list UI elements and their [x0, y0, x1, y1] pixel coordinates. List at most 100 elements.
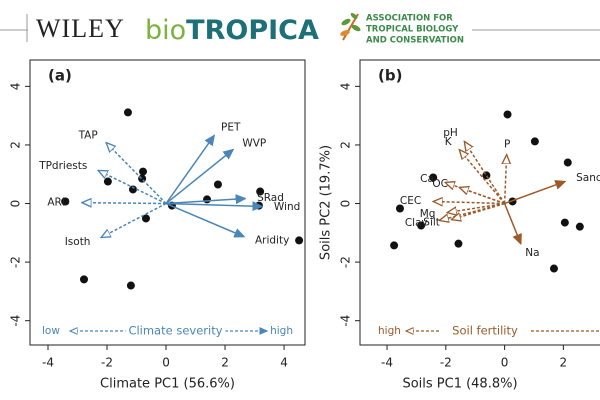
- x-tick-label: 0: [162, 356, 170, 370]
- loading-label: WVP: [242, 137, 266, 149]
- publisher: WILEY: [36, 14, 125, 43]
- logo-leaf: [351, 24, 361, 32]
- score-point: [256, 187, 265, 196]
- score-point: [103, 177, 112, 186]
- loading-label: TPdriests: [38, 160, 87, 172]
- annotation-bg: [125, 324, 226, 338]
- loading-label: Mg: [420, 208, 436, 220]
- y-tick-label: 4: [9, 83, 23, 91]
- loading-arrow: [98, 170, 167, 205]
- loading-label: Na: [525, 247, 539, 259]
- x-tick-label: 4: [280, 356, 288, 370]
- loading-label: Isoth: [65, 236, 91, 248]
- score-point: [503, 110, 512, 119]
- y-tick-label: 0: [339, 200, 353, 208]
- annotation-start: low: [42, 325, 60, 337]
- loading-label: P: [504, 139, 510, 151]
- loading-arrow: [503, 203, 521, 244]
- annotation-bg: [440, 324, 530, 338]
- loading-label: ARD: [47, 197, 70, 209]
- journal: bioTROPICA: [145, 15, 319, 46]
- score-point: [295, 236, 304, 245]
- score-point: [390, 241, 399, 250]
- loading-label: SRad: [257, 192, 284, 204]
- journal-part: bio: [145, 15, 186, 46]
- y-tick-label: -2: [339, 256, 353, 268]
- loading-label: PET: [221, 121, 241, 133]
- loading-label: Sand: [576, 172, 600, 184]
- header: WILEY bioTROPICA ASSOCIATION FOR TROPICA…: [0, 13, 600, 46]
- score-point: [429, 173, 438, 182]
- loading-arrow: [505, 155, 507, 204]
- x-tick-label: -2: [101, 356, 113, 370]
- y-tick-label: 2: [339, 141, 353, 149]
- loading-arrow: [459, 187, 505, 205]
- loading-label: CEC: [400, 195, 421, 207]
- loading-label: K: [445, 136, 453, 148]
- society-line: AND CONSERVATION: [366, 36, 464, 46]
- loading-label: Wind: [274, 201, 300, 213]
- score-point: [560, 218, 569, 227]
- score-point: [139, 167, 148, 176]
- score-point: [79, 275, 88, 284]
- loading-label: Ca: [420, 173, 434, 185]
- loading-arrow: [504, 182, 565, 205]
- loading-arrow: [165, 150, 233, 205]
- y-tick-label: 2: [8, 141, 22, 149]
- loading-arrow: [464, 141, 506, 204]
- loading-arrow: [165, 199, 245, 204]
- score-point: [549, 264, 558, 273]
- score-point: [417, 221, 426, 230]
- society-line: ASSOCIATION FOR: [366, 14, 453, 24]
- x-axis-label: Soils PC1 (48.8%): [402, 377, 517, 392]
- y-tick-label: 0: [9, 200, 23, 208]
- y-axis-label: Soils PC2 (19.7%): [319, 145, 334, 260]
- loading-arrow: [433, 201, 505, 203]
- plot-frame: [29, 59, 306, 346]
- y-tick-label: 4: [339, 83, 353, 91]
- loading-arrow: [106, 143, 167, 205]
- loading-label: Aridity: [255, 235, 289, 247]
- x-axis-label: Climate PC1 (56.6%): [100, 377, 235, 392]
- plot-frame: [359, 59, 600, 346]
- score-point: [141, 214, 150, 223]
- annotation-start: high: [378, 325, 401, 337]
- logo-leaf: [341, 18, 351, 26]
- loading-arrow: [451, 202, 505, 220]
- x-tick-label: -4: [381, 356, 393, 370]
- loading-arrow: [447, 202, 505, 213]
- loading-label: pH: [443, 127, 458, 139]
- logo-leaf: [340, 30, 350, 36]
- score-point: [395, 204, 404, 213]
- panel-label: (a): [48, 67, 72, 85]
- loading-arrow: [459, 150, 506, 205]
- x-tick-label: 2: [560, 356, 568, 370]
- score-point: [61, 197, 70, 206]
- score-point: [123, 108, 132, 117]
- y-tick-label: -4: [9, 315, 23, 327]
- x-tick-label: 0: [501, 356, 509, 370]
- loading-arrow: [82, 203, 167, 204]
- score-point: [213, 180, 222, 189]
- logo-leaf: [350, 13, 358, 19]
- x-tick-label: -2: [440, 356, 452, 370]
- loading-label: Clay: [405, 217, 428, 229]
- loading-label: OC: [432, 178, 448, 190]
- score-point: [454, 239, 463, 248]
- loading-label: TAP: [78, 129, 98, 141]
- annotation-label: Climate severity: [128, 324, 222, 338]
- score-point: [128, 185, 137, 194]
- loading-label: Silt: [423, 217, 440, 229]
- score-point: [126, 281, 135, 290]
- society-logo: [340, 13, 361, 41]
- journal-part: TROPICA: [186, 15, 319, 46]
- loading-arrow: [101, 202, 167, 238]
- loading-arrow: [166, 204, 262, 207]
- x-tick-label: 2: [221, 356, 229, 370]
- x-tick-label: -4: [42, 356, 54, 370]
- loading-arrow: [165, 136, 214, 204]
- annotation-label: Soil fertility: [452, 324, 518, 338]
- y-tick-label: -2: [9, 256, 23, 268]
- annotation-end: high: [270, 325, 293, 337]
- score-point: [563, 158, 572, 167]
